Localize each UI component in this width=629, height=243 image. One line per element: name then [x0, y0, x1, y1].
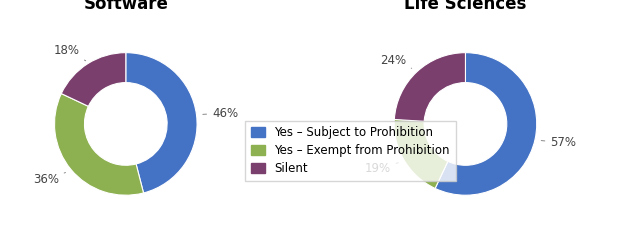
Title: Software: Software [84, 0, 168, 13]
Text: 46%: 46% [203, 106, 238, 120]
Text: 57%: 57% [542, 136, 576, 149]
Legend: Yes – Subject to Prohibition, Yes – Exempt from Prohibition, Silent: Yes – Subject to Prohibition, Yes – Exem… [245, 121, 456, 181]
Wedge shape [61, 53, 126, 106]
Wedge shape [126, 53, 197, 193]
Text: 18%: 18% [53, 44, 86, 61]
Text: 19%: 19% [364, 162, 398, 175]
Wedge shape [435, 53, 537, 195]
Text: 36%: 36% [33, 173, 65, 186]
Title: Life Sciences: Life Sciences [404, 0, 526, 13]
Text: 24%: 24% [380, 54, 411, 68]
Wedge shape [394, 120, 448, 188]
Wedge shape [55, 94, 143, 195]
Wedge shape [394, 53, 465, 121]
